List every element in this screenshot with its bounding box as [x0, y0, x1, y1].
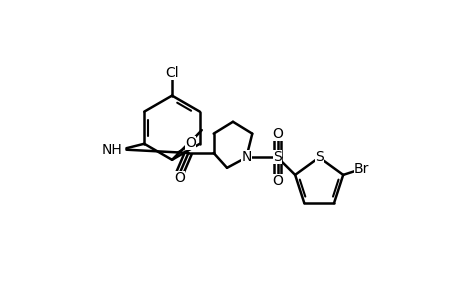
Text: NH: NH [101, 143, 122, 157]
Text: O: O [272, 174, 282, 188]
Text: Br: Br [353, 162, 368, 176]
Text: Cl: Cl [165, 66, 179, 80]
Text: S: S [314, 150, 323, 164]
Text: S: S [273, 150, 281, 164]
Text: N: N [241, 150, 251, 164]
Text: O: O [272, 127, 282, 141]
Text: O: O [174, 171, 185, 185]
Text: O: O [185, 136, 196, 150]
